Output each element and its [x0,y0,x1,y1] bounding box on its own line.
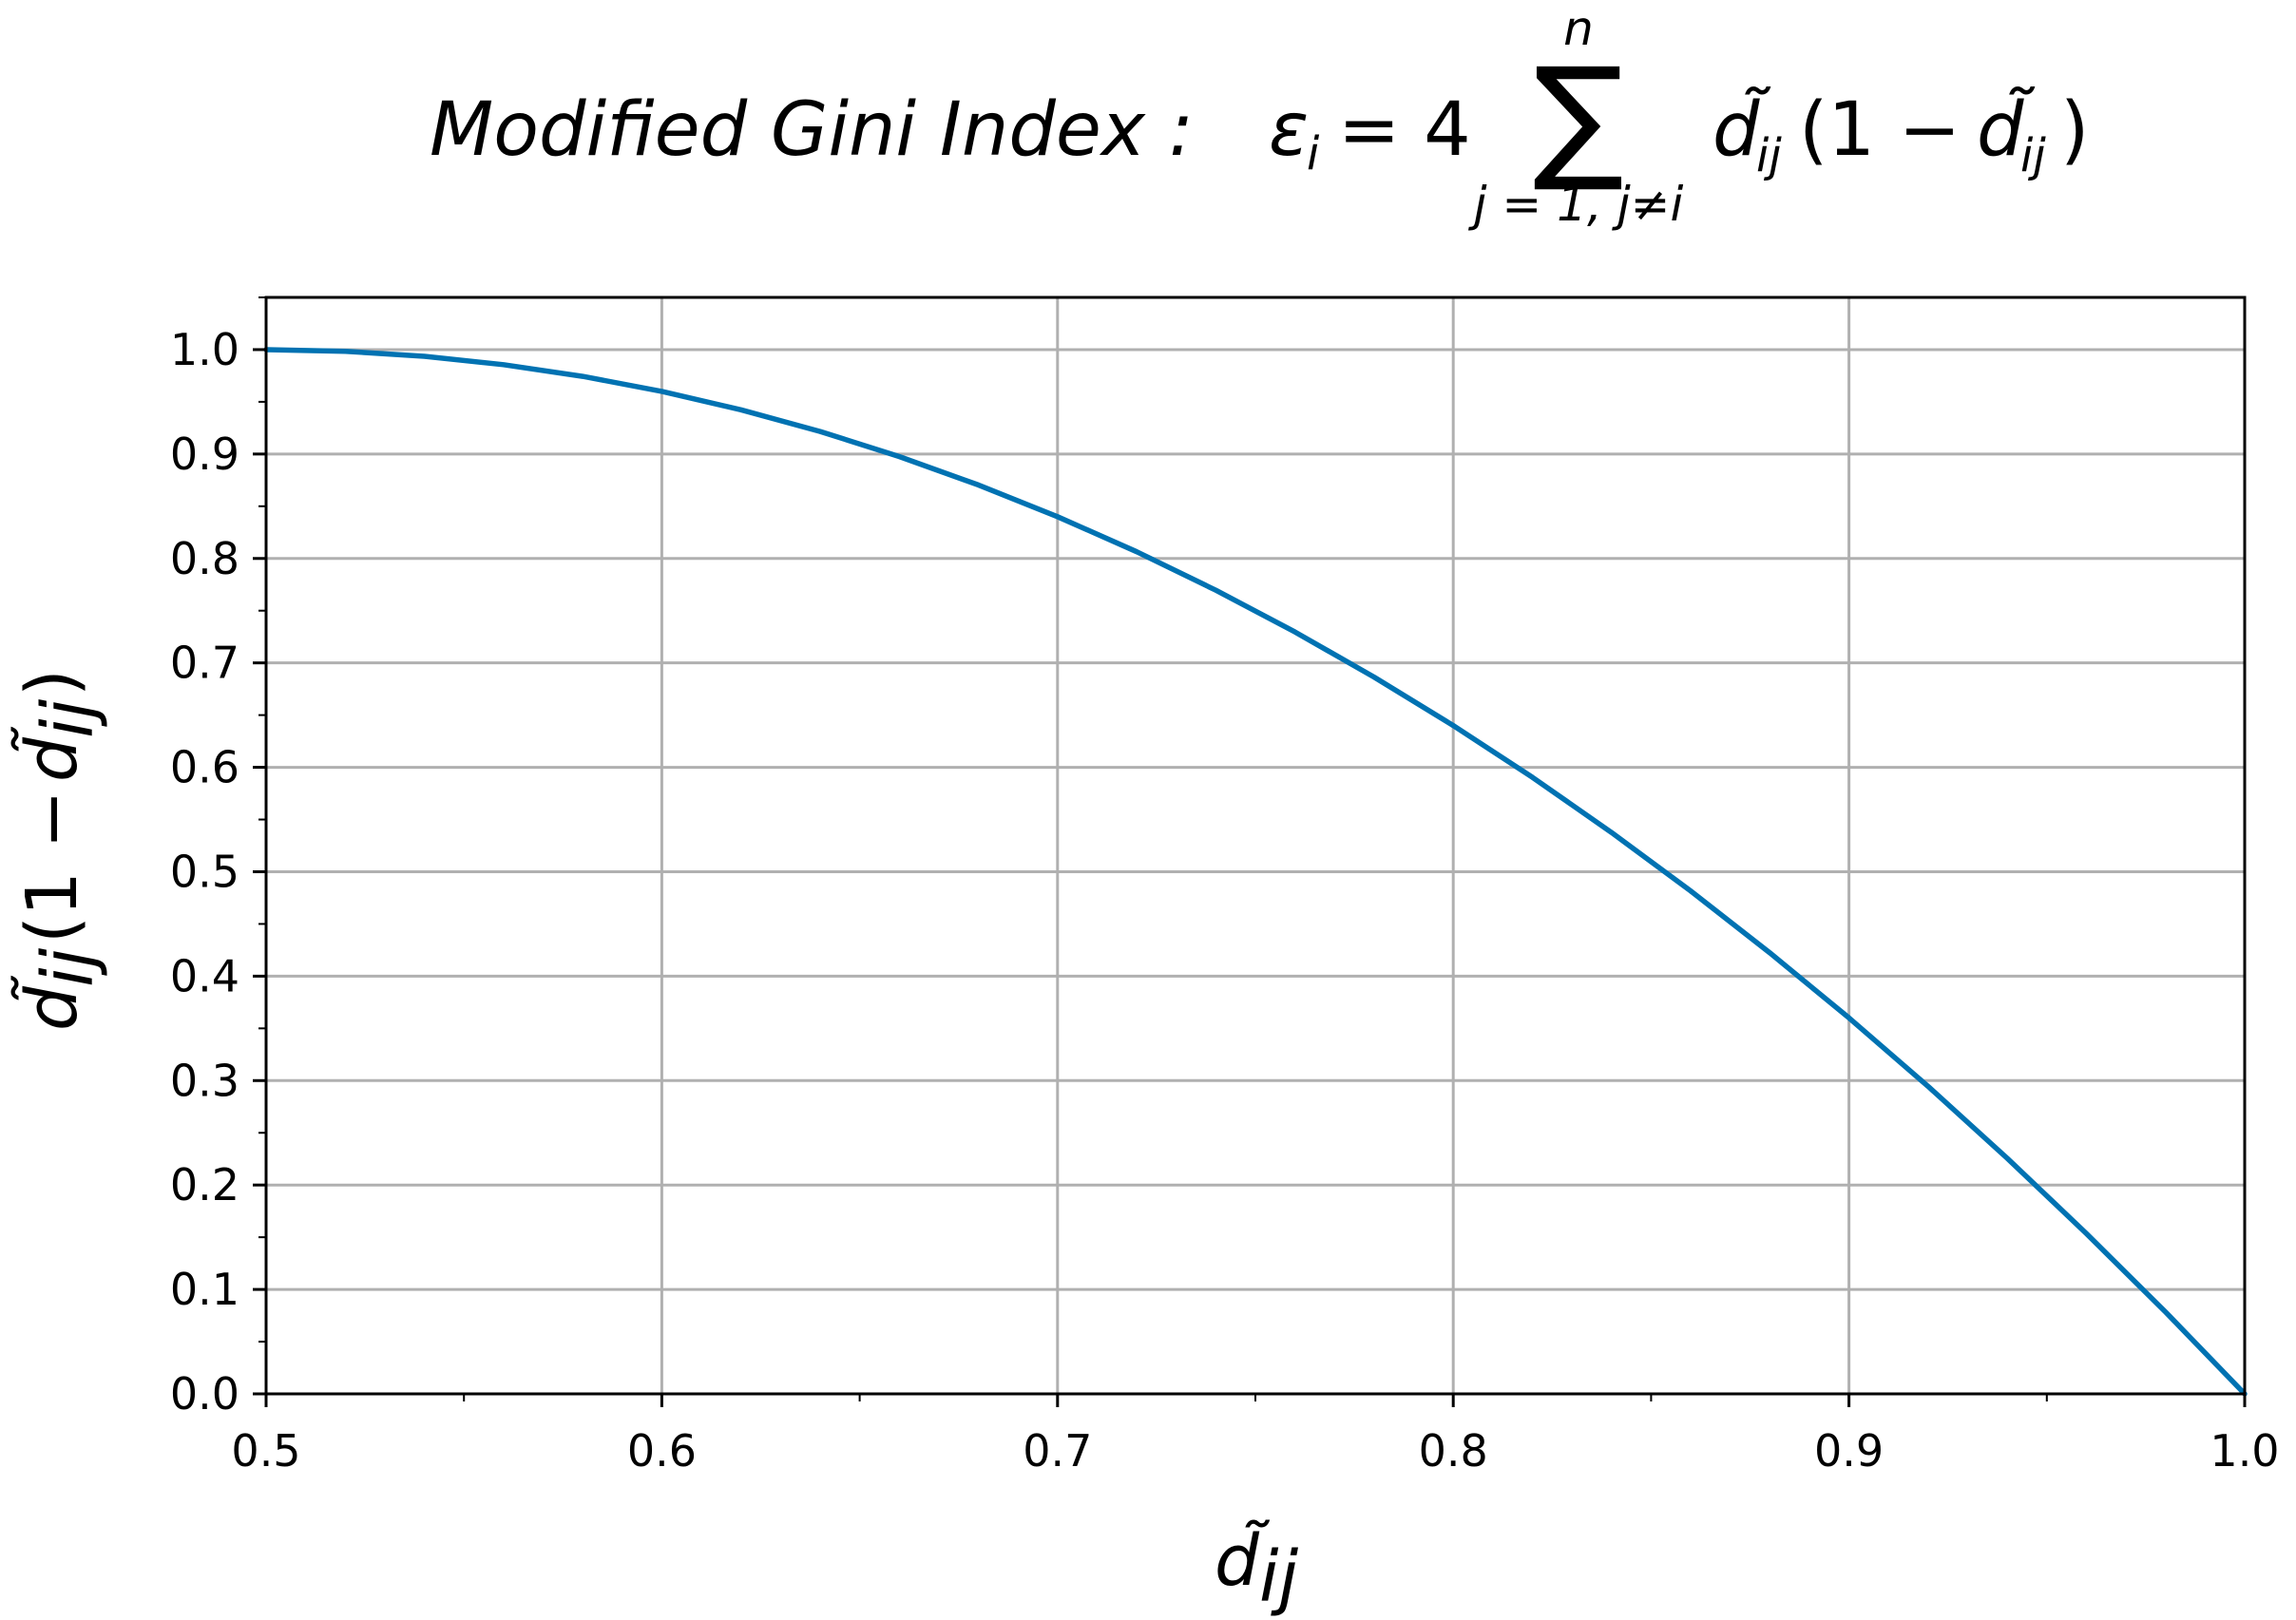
series-line [263,347,2248,1397]
x-tick-label: 0.9 [1814,1425,1884,1477]
x-axis-label: d̃ ij [1215,1520,1299,1618]
y-tick-label: 0.3 [170,1055,239,1106]
grid-lines [264,297,2247,1396]
x-tick-label: 0.5 [231,1425,300,1477]
x-axis-label-subscript: ij [1259,1536,1299,1618]
y-tick-label: 1.0 [170,324,239,375]
y-tick-label: 0.9 [170,429,239,480]
axis-ticks [253,296,2247,1407]
title-term-paren-open: (1 − [1799,87,1961,173]
y-tick-label: 0.4 [170,950,239,1001]
x-tick-label: 1.0 [2210,1425,2279,1477]
y-tick-label: 0.6 [170,742,239,793]
title-sum-upper: n [1563,1,1594,56]
x-tick-labels: 0.5 0.6 0.7 0.8 0.9 1.0 [231,1425,2279,1477]
y-axis-label-end: ) [11,669,93,696]
y-tick-label: 0.0 [170,1368,239,1420]
title-sum-symbol: ∑ [1533,39,1624,196]
y-axis-label: d̃ ij (1 − d̃ ij ) [11,669,109,1031]
title-sum-lower: j = 1, j≠i [1468,177,1684,232]
title-term-subscript2: ij [2020,129,2046,182]
y-axis-label-mid: (1 − [11,791,93,943]
x-tick-label: 0.8 [1419,1425,1488,1477]
plot-frame [264,295,2247,1396]
series-group [263,347,2248,1397]
title-epsilon-subscript: i [1307,127,1320,181]
title-term-subscript: ij [1756,129,1782,182]
y-tick-label: 0.8 [170,533,239,584]
title-lead: Modified Gini Index : [430,87,1194,173]
x-tick-label: 0.6 [627,1425,697,1477]
title-term-paren-close: ) [2060,87,2089,173]
y-tick-labels: 0.0 0.1 0.2 0.3 0.4 0.5 0.6 0.7 0.8 0.9 1.0 [170,324,239,1420]
y-tick-label: 0.2 [170,1159,239,1210]
title-equals-four: = 4 [1338,87,1471,173]
y-tick-label: 0.5 [170,846,239,897]
y-tick-label: 0.7 [170,638,239,689]
title-epsilon: ε [1269,87,1309,173]
y-axis-label-subscript2: ij [28,698,109,738]
y-axis-label-subscript: ij [28,947,109,987]
y-tick-label: 0.1 [170,1264,239,1315]
x-tick-label: 0.7 [1023,1425,1092,1477]
chart-title: Modified Gini Index : ε i = 4 n ∑ j = 1,… [430,1,2089,232]
